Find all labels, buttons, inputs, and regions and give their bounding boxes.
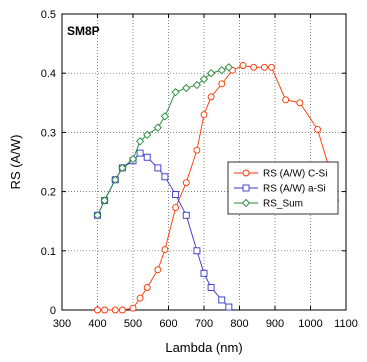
data-point <box>206 69 216 78</box>
x-tick-label: 1000 <box>298 318 322 330</box>
data-point <box>224 63 233 72</box>
data-point <box>111 175 120 184</box>
series-line <box>97 66 230 216</box>
data-point <box>218 80 226 88</box>
grid-lines <box>62 14 346 310</box>
legend: RS (A/W) C-Si RS (A/W) a-Si RS_Sum <box>227 161 339 215</box>
data-point <box>128 154 138 164</box>
data-point <box>260 63 268 71</box>
x-tick-label: 400 <box>88 318 106 330</box>
data-point <box>296 99 304 107</box>
x-tick-label: 900 <box>266 318 284 330</box>
data-point <box>129 304 137 312</box>
legend-entry-label: RS_Sum <box>263 199 303 210</box>
data-point <box>101 306 109 314</box>
data-point <box>314 125 322 133</box>
data-point <box>207 93 215 101</box>
legend-swatch-marker <box>242 184 250 192</box>
data-point <box>182 179 190 187</box>
data-point <box>182 211 190 219</box>
data-point <box>172 191 180 199</box>
data-point <box>200 269 208 277</box>
data-point <box>118 163 127 173</box>
series-3 <box>93 63 233 220</box>
data-point <box>135 137 145 146</box>
data-point <box>172 204 180 212</box>
data-point <box>111 306 119 314</box>
data-point <box>171 88 180 97</box>
data-point <box>143 284 151 291</box>
x-tick-label: 300 <box>53 318 71 330</box>
data-point <box>118 306 126 314</box>
y-tick-label: 0.2 <box>41 187 56 199</box>
data-point <box>217 66 226 75</box>
data-point <box>136 149 144 157</box>
data-point <box>282 96 290 104</box>
legend-swatch-marker <box>241 198 251 208</box>
data-point <box>182 83 191 93</box>
x-tick-label: 600 <box>159 318 177 330</box>
legend-entry-label: RS (A/W) C-Si <box>263 169 327 180</box>
data-point <box>225 303 233 311</box>
y-tick-label: 0.5 <box>41 9 56 21</box>
legend-swatch-marker <box>242 169 250 177</box>
data-point <box>161 246 169 254</box>
data-point <box>143 153 151 161</box>
data-point <box>100 196 109 205</box>
data-point <box>161 173 169 181</box>
data-point <box>218 296 226 304</box>
y-tick-label: 0.4 <box>41 68 56 80</box>
data-point <box>154 164 162 172</box>
legend-entry-label: RS (A/W) a-Si <box>263 184 326 195</box>
data-point <box>193 146 201 154</box>
panel-label: SM8P <box>67 24 100 38</box>
x-tick-label: 700 <box>195 318 213 330</box>
x-tick-label: 500 <box>124 318 142 330</box>
data-point <box>207 284 215 291</box>
x-tick-label: 1100 <box>334 318 358 330</box>
data-point <box>192 80 202 90</box>
y-tick-label: 0.1 <box>41 246 56 258</box>
data-point <box>250 63 258 71</box>
data-point <box>143 130 152 139</box>
data-point <box>154 266 162 274</box>
y-tick-label: 0.3 <box>41 127 56 139</box>
data-point <box>268 63 275 71</box>
y-axis-title: RS (A/W) <box>8 135 23 190</box>
y-tick-label: 0 <box>50 305 56 317</box>
data-point <box>93 211 102 220</box>
data-point <box>153 123 162 132</box>
x-tick-label: 800 <box>230 318 248 330</box>
data-point <box>239 62 247 69</box>
x-axis-title: Lambda (nm) <box>165 340 242 355</box>
data-point <box>193 247 201 255</box>
data-point <box>160 112 170 121</box>
data-point <box>94 306 101 314</box>
data-point <box>199 74 209 84</box>
data-point <box>136 294 144 302</box>
axes: 300 400 500 600 700 800 900 1000 1100 0 0.1 0.2 0.3 0… <box>41 9 358 330</box>
data-point <box>200 111 208 119</box>
